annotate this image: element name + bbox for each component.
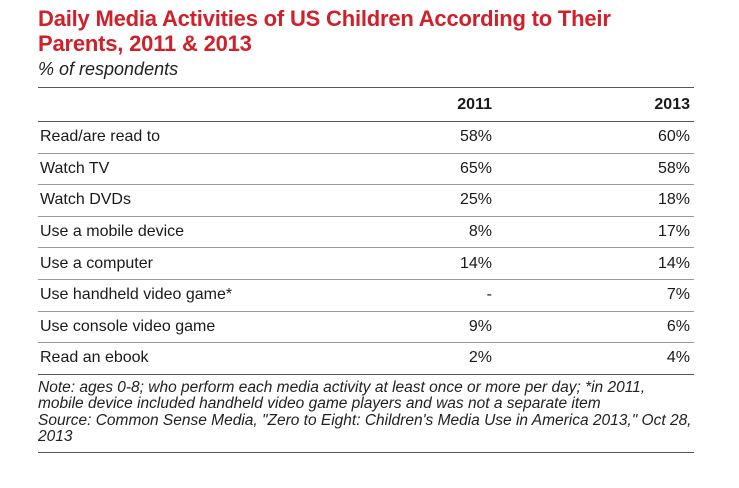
value-2011: 14% [368,247,496,280]
table-row: Watch DVDs 25% 18% [38,184,694,217]
table-row: Use console video game 9% 6% [38,311,694,344]
column-header-2011: 2011 [368,88,496,122]
row-label: Read/are read to [38,121,368,154]
value-2013: 4% [496,342,694,375]
table-row: Use handheld video game* - 7% [38,279,694,312]
row-label: Use console video game [38,311,368,344]
data-table: 2011 2013 Read/are read to 58% 60% Watch… [38,88,694,375]
chart-subtitle: % of respondents [38,59,179,79]
chart-title: Daily Media Activities of US Children Ac… [38,6,611,56]
table-row: Watch TV 65% 58% [38,153,694,186]
column-header-label [38,88,368,122]
row-label: Use handheld video game* [38,279,368,312]
value-2011: 25% [368,184,496,217]
source-note: Source: Common Sense Media, "Zero to Eig… [38,411,692,446]
value-2011: 58% [368,121,496,154]
value-2011: 65% [368,153,496,186]
chart-notes: Note: ages 0-8; who perform each media a… [38,378,694,446]
row-label: Watch DVDs [38,184,368,217]
table-row: Read/are read to 58% 60% [38,121,694,154]
row-label: Watch TV [38,153,368,186]
table-row: Use a mobile device 8% 17% [38,216,694,249]
column-header-2013: 2013 [496,88,694,122]
row-label: Use a mobile device [38,216,368,249]
value-2013: 60% [496,121,694,154]
table-row: Use a computer 14% 14% [38,247,694,280]
table-header-row: 2011 2013 [38,88,694,122]
row-label: Use a computer [38,247,368,280]
value-2011: - [368,279,496,312]
chart-figure: Daily Media Activities of US Children Ac… [38,6,694,453]
value-2013: 17% [496,216,694,249]
table-row: Read an ebook 2% 4% [38,342,694,375]
value-2011: 2% [368,342,496,375]
value-2013: 58% [496,153,694,186]
value-2013: 7% [496,279,694,312]
bottom-rule [38,451,694,453]
footnote: Note: ages 0-8; who perform each media a… [38,378,646,413]
value-2011: 9% [368,311,496,344]
table-body: Read/are read to 58% 60% Watch TV 65% 58… [38,121,694,375]
value-2013: 6% [496,311,694,344]
top-rule [38,87,694,88]
value-2013: 14% [496,247,694,280]
row-label: Read an ebook [38,342,368,375]
value-2011: 8% [368,216,496,249]
value-2013: 18% [496,184,694,217]
